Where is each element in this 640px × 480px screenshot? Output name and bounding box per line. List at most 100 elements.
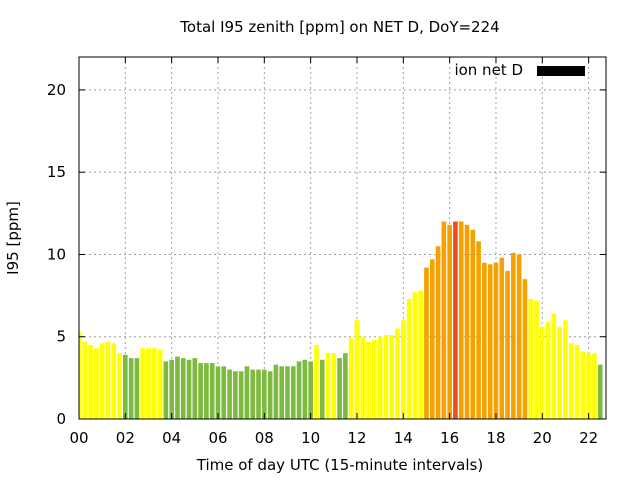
x-tick-label: 20 — [533, 429, 552, 447]
plot-frame — [78, 56, 607, 420]
bar — [563, 320, 568, 419]
bar — [180, 358, 186, 419]
bar — [458, 221, 464, 419]
bar — [435, 246, 441, 419]
bar — [331, 353, 337, 419]
bar — [296, 361, 302, 419]
bar — [123, 354, 128, 419]
bar — [82, 341, 88, 419]
bar — [244, 366, 250, 419]
bar — [574, 344, 580, 419]
legend-swatch — [537, 66, 585, 76]
chart-title: Total I95 zenith [ppm] on NET D, DoY=224 — [179, 18, 499, 36]
bar — [487, 264, 493, 419]
bar — [377, 336, 383, 419]
bar — [256, 369, 261, 419]
bar — [383, 335, 389, 419]
x-tick-label: 22 — [579, 429, 598, 447]
bar — [470, 229, 476, 419]
bars — [79, 221, 603, 419]
bar — [354, 320, 360, 419]
bar — [209, 363, 215, 419]
bar — [262, 369, 267, 419]
bar — [453, 221, 458, 419]
bar — [343, 353, 348, 419]
bar — [117, 353, 122, 419]
bar — [215, 366, 221, 419]
bar — [464, 224, 470, 419]
y-tick-label: 20 — [47, 81, 66, 99]
bar — [447, 224, 452, 419]
bar — [88, 344, 93, 419]
bar — [111, 343, 117, 419]
bar — [557, 326, 562, 419]
bar — [151, 348, 157, 419]
bar — [528, 298, 534, 419]
x-tick-label: 12 — [347, 429, 366, 447]
y-tick-label: 15 — [47, 163, 66, 181]
bar — [592, 353, 597, 419]
bar — [400, 320, 406, 419]
y-axis-label: I95 [ppm] — [4, 201, 22, 275]
bar — [476, 241, 481, 419]
x-tick-label: 16 — [440, 429, 459, 447]
x-tick-label: 18 — [486, 429, 505, 447]
bar — [389, 335, 395, 419]
bar — [360, 336, 366, 419]
bar — [418, 290, 423, 419]
bar — [424, 267, 429, 419]
bar — [522, 279, 528, 419]
x-tick-label: 08 — [255, 429, 274, 447]
bar — [221, 366, 227, 419]
bar — [372, 340, 377, 419]
bar — [568, 343, 574, 419]
bar — [94, 348, 99, 419]
bar — [314, 344, 319, 419]
bar — [534, 300, 539, 419]
bar — [348, 338, 354, 419]
bar — [192, 358, 198, 419]
bar — [99, 343, 105, 419]
bar — [337, 358, 342, 419]
bar — [238, 371, 244, 419]
bar — [429, 259, 435, 419]
bar — [551, 313, 557, 419]
y-tick-label: 0 — [56, 410, 66, 428]
bar — [79, 331, 82, 419]
bar — [412, 292, 418, 419]
bar — [157, 349, 163, 419]
bar — [597, 364, 603, 419]
bar — [493, 262, 499, 419]
x-tick-label: 14 — [394, 429, 413, 447]
bar — [175, 356, 180, 419]
bar — [319, 359, 325, 419]
y-tick-label: 10 — [47, 245, 66, 263]
bar — [134, 358, 140, 419]
bar — [395, 328, 400, 419]
bar — [267, 371, 273, 419]
bar — [545, 321, 551, 419]
bar — [516, 254, 522, 419]
bar — [140, 348, 146, 419]
x-axis-label: Time of day UTC (15-minute intervals) — [196, 456, 483, 474]
bar — [505, 270, 510, 419]
x-tick-label: 00 — [69, 429, 88, 447]
bar — [128, 358, 134, 419]
bar — [169, 359, 174, 419]
bar — [406, 298, 412, 419]
bar — [586, 353, 591, 419]
legend-label: ion net D — [454, 61, 523, 79]
bar — [250, 369, 256, 419]
y-tick-label: 5 — [56, 328, 66, 346]
bar — [285, 366, 290, 419]
x-tick-label: 04 — [162, 429, 181, 447]
bar — [482, 262, 487, 419]
x-tick-label: 02 — [116, 429, 135, 447]
bar — [441, 221, 447, 419]
bar — [273, 364, 279, 419]
bar — [366, 341, 371, 419]
bar — [325, 353, 331, 419]
x-tick-label: 06 — [208, 429, 227, 447]
bar — [580, 351, 586, 419]
bar — [302, 359, 308, 419]
